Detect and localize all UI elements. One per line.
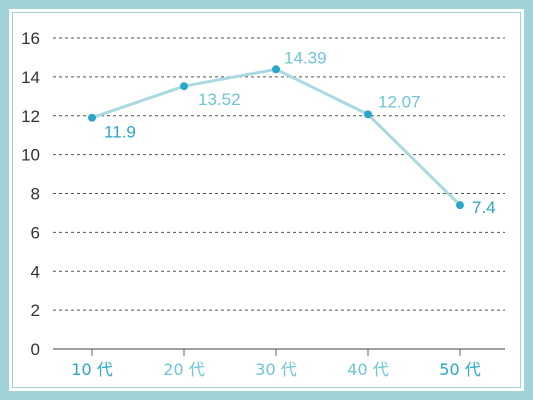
chart-panel <box>9 9 524 391</box>
y-axis: 0 2 4 6 8 10 12 14 16 <box>21 29 40 359</box>
series-polyline <box>91 67 462 207</box>
data-point-0 <box>88 113 96 122</box>
data-point-4 <box>456 201 464 210</box>
y-tick-label-8: 8 <box>31 185 40 204</box>
series-line <box>91 67 462 207</box>
y-tick-label-14: 14 <box>21 68 40 87</box>
x-tick-label-1: 20 代 <box>163 360 204 379</box>
gridlines <box>53 37 505 350</box>
data-label-2: 14.39 <box>284 48 327 67</box>
data-point-3 <box>364 110 372 119</box>
y-tick-label-12: 12 <box>21 107 40 126</box>
data-points <box>88 65 464 210</box>
x-tick-label-4: 50 代 <box>439 360 480 379</box>
data-label-3: 12.07 <box>378 92 421 111</box>
x-tick-label-2: 30 代 <box>255 360 296 379</box>
data-label-0: 11.9 <box>104 123 136 142</box>
data-label-1: 13.52 <box>198 90 241 109</box>
y-tick-label-6: 6 <box>31 223 40 242</box>
y-tick-label-16: 16 <box>21 29 40 48</box>
x-axis: 10 代 20 代 30 代 40 代 50 代 <box>71 349 481 379</box>
x-tick-label-3: 40 代 <box>347 360 388 379</box>
x-tick-label-0: 10 代 <box>71 360 112 379</box>
data-point-2 <box>272 65 280 74</box>
y-tick-label-10: 10 <box>21 146 40 165</box>
y-tick-label-0: 0 <box>31 340 40 359</box>
y-tick-label-4: 4 <box>31 262 40 281</box>
data-labels: 11.9 13.52 14.39 12.07 7.4 <box>104 48 496 217</box>
data-label-4: 7.4 <box>472 198 496 217</box>
data-point-1 <box>180 82 188 91</box>
y-tick-label-2: 2 <box>31 301 40 320</box>
